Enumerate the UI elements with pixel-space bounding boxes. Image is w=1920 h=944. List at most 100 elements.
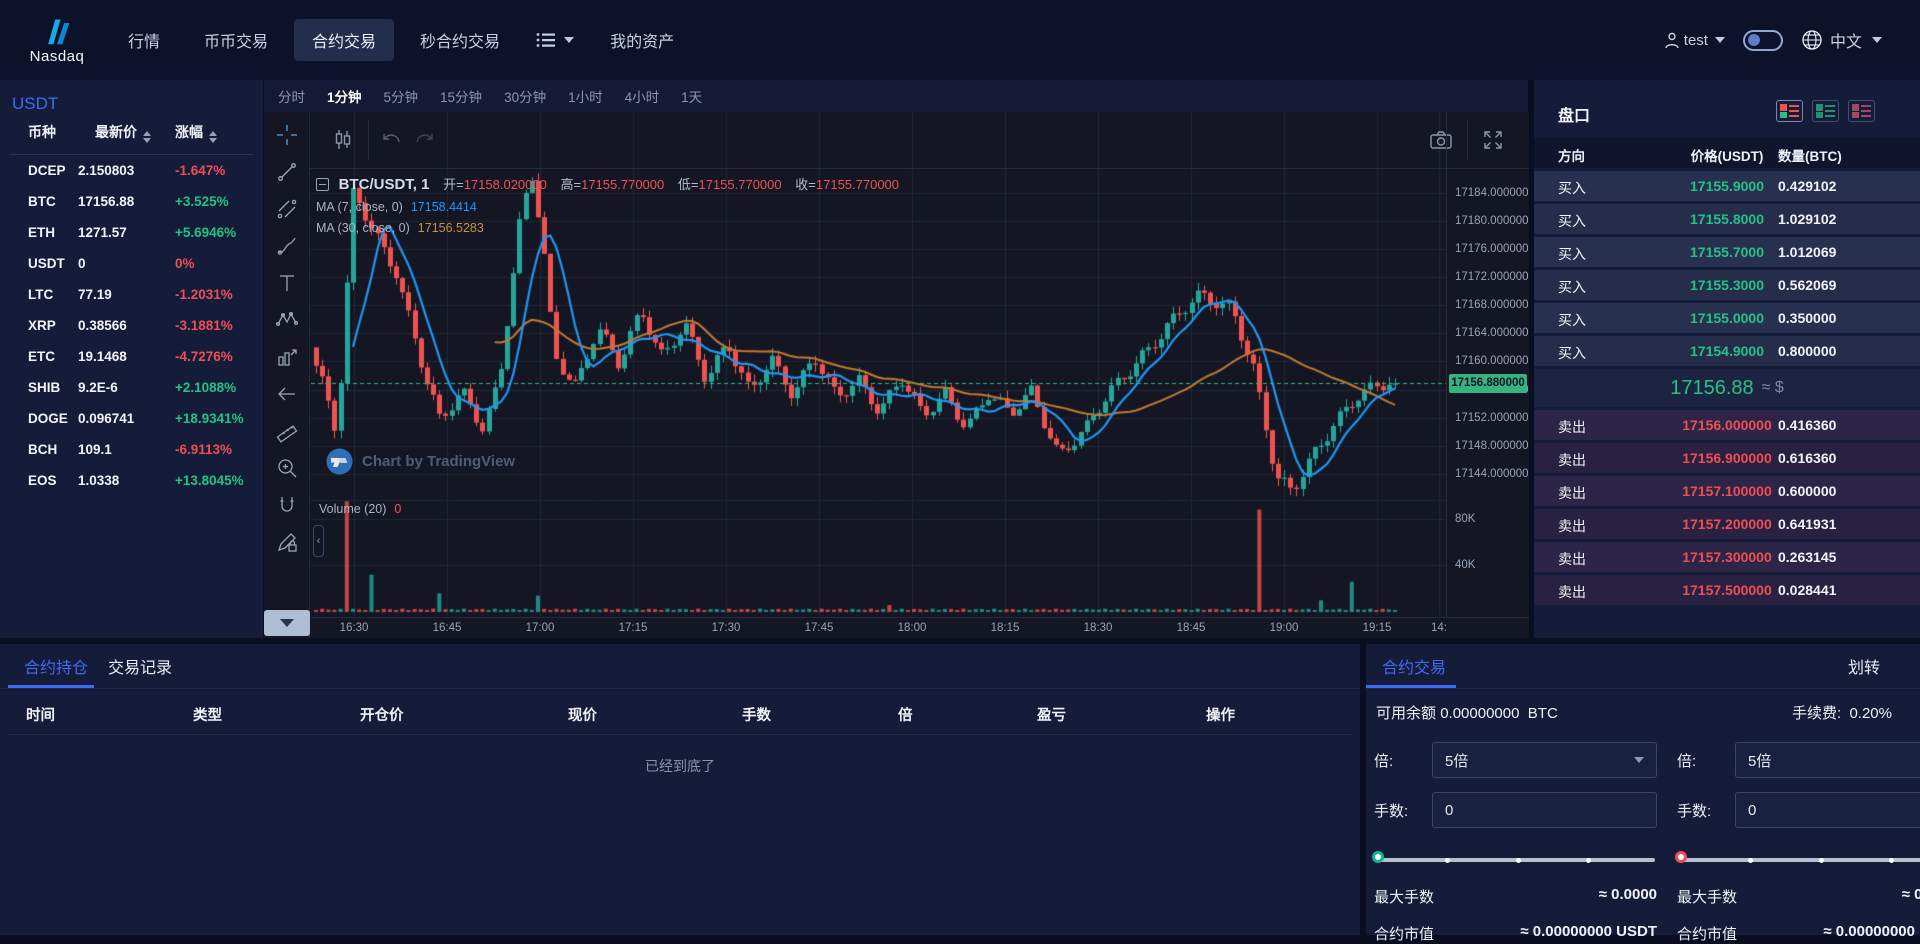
tab-contract-positions[interactable]: 合约持仓 <box>24 660 89 677</box>
side-label: 卖出 <box>1558 419 1586 435</box>
market-row-bch[interactable]: BCH 109.1 -6.9113% <box>0 434 263 465</box>
chart-canvas[interactable] <box>311 112 1446 618</box>
order-book-buy-row[interactable]: 买入 17155.7000 1.012069 <box>1534 237 1920 267</box>
forecast-tool-button[interactable] <box>270 342 304 371</box>
pattern-tool-button[interactable] <box>270 305 304 334</box>
market-row-eos[interactable]: EOS 1.0338 +13.8045% <box>0 465 263 496</box>
crosshair-tool-button[interactable] <box>270 120 304 149</box>
order-book-buy-row[interactable]: 买入 17155.8000 1.029102 <box>1534 204 1920 234</box>
back-arrow-button[interactable] <box>270 379 304 408</box>
view-buys-icon[interactable] <box>1812 100 1839 122</box>
time-axis-label: 18:15 <box>990 622 1020 634</box>
brush-tool-button[interactable] <box>270 231 304 260</box>
measure-tool-button[interactable] <box>270 416 304 445</box>
timeframe-bar: 分时 1分钟 5分钟 15分钟 30分钟 1小时 4小时 1天 <box>264 80 1528 112</box>
undo-button[interactable] <box>376 122 406 158</box>
timeframe-15分钟[interactable]: 15分钟 <box>440 90 483 105</box>
candle-style-button[interactable] <box>322 122 364 158</box>
chevron-down-icon <box>1634 757 1644 763</box>
fullscreen-button[interactable] <box>1474 122 1512 158</box>
gann-fib-tool-button[interactable] <box>270 194 304 223</box>
price-value: 17155.7000 <box>1690 244 1764 260</box>
timeframe-30分钟[interactable]: 30分钟 <box>504 90 547 105</box>
order-book-sell-row[interactable]: 卖出 17157.300000 0.263145 <box>1534 542 1920 572</box>
market-row-eth[interactable]: ETH 1271.57 +5.6946% <box>0 217 263 248</box>
timeframe-分时[interactable]: 分时 <box>278 90 305 105</box>
user-menu[interactable]: test <box>1664 32 1725 49</box>
zoom-in-tool-button[interactable] <box>270 453 304 482</box>
order-book-sell-row[interactable]: 卖出 17157.200000 0.641931 <box>1534 509 1920 539</box>
market-row-doge[interactable]: DOGE 0.096741 +18.9341% <box>0 403 263 434</box>
nav-item-spot[interactable]: 币币交易 <box>204 34 269 51</box>
order-book-buy-row[interactable]: 买入 17155.0000 0.350000 <box>1534 303 1920 333</box>
order-book-buy-row[interactable]: 买入 17155.3000 0.562069 <box>1534 270 1920 300</box>
theme-toggle[interactable] <box>1742 29 1783 51</box>
qty-value: 0.263145 <box>1778 549 1837 565</box>
coin-change: +18.9341% <box>175 411 244 426</box>
nav-item-second-contract[interactable]: 秒合约交易 <box>420 34 501 51</box>
market-row-dcep[interactable]: DCEP 2.150803 -1.647% <box>0 155 263 186</box>
market-row-etc[interactable]: ETC 19.1468 -4.7276% <box>0 341 263 372</box>
timeframe-1分钟[interactable]: 1分钟 <box>327 90 362 105</box>
header-change-sort[interactable]: 涨幅 <box>175 122 217 143</box>
order-book-buy-row[interactable]: 买入 17154.9000 0.800000 <box>1534 336 1920 366</box>
view-sells-icon[interactable] <box>1848 100 1875 122</box>
lots-slider-long[interactable] <box>1372 850 1657 870</box>
side-label: 买入 <box>1558 180 1586 196</box>
screenshot-button[interactable] <box>1422 122 1460 158</box>
chevron-down-icon <box>1872 37 1882 43</box>
magnet-tool-button[interactable] <box>270 490 304 519</box>
brand-logo[interactable]: Nasdaq <box>22 16 92 65</box>
timeframe-1小时[interactable]: 1小时 <box>568 90 603 105</box>
header-price-sort[interactable]: 最新价 <box>95 122 151 143</box>
side-label: 买入 <box>1558 345 1586 361</box>
view-both-icon[interactable] <box>1776 100 1803 122</box>
lock-drawings-button[interactable] <box>270 527 304 556</box>
slider-knob-long[interactable] <box>1372 851 1384 863</box>
series-icon <box>316 178 329 191</box>
hide-toolbar-button[interactable] <box>264 610 310 636</box>
close-value: 17155.770000 <box>815 177 900 192</box>
text-tool-button[interactable] <box>270 268 304 297</box>
toolbar-collapse-handle[interactable]: ‹ <box>313 525 324 557</box>
market-row-btc[interactable]: BTC 17156.88 +3.525% <box>0 186 263 217</box>
tab-trade-records[interactable]: 交易记录 <box>108 660 173 677</box>
order-book-buy-row[interactable]: 买入 17155.9000 0.429102 <box>1534 171 1920 201</box>
lots-input-short[interactable] <box>1735 792 1920 828</box>
market-row-ltc[interactable]: LTC 77.19 -1.2031% <box>0 279 263 310</box>
language-menu[interactable]: 中文 <box>1801 28 1882 52</box>
order-book-sell-row[interactable]: 卖出 17156.000000 0.416360 <box>1534 410 1920 440</box>
market-tab-usdt[interactable]: USDT <box>12 94 59 113</box>
empty-state-text: 已经到底了 <box>645 758 715 774</box>
order-book-sell-row[interactable]: 卖出 17157.500000 0.028441 <box>1534 575 1920 605</box>
lots-slider-short[interactable] <box>1675 850 1920 870</box>
order-book-mid-price: 17156.88 ≈ $ <box>1534 369 1920 407</box>
nav-item-market[interactable]: 行情 <box>128 34 161 51</box>
sort-icon <box>143 131 151 143</box>
chevron-down-icon <box>1714 37 1725 43</box>
coin-change: -1.647% <box>175 163 226 178</box>
timeframe-5分钟[interactable]: 5分钟 <box>383 90 419 105</box>
leverage-select-long[interactable]: 5倍 <box>1432 742 1657 778</box>
timeframe-4小时[interactable]: 4小时 <box>624 90 660 105</box>
order-book-sell-row[interactable]: 卖出 17157.100000 0.600000 <box>1534 476 1920 506</box>
nav-menu-dropdown[interactable] <box>526 26 584 54</box>
leverage-select-short[interactable]: 5倍 <box>1735 742 1920 778</box>
market-row-shib[interactable]: SHIB 9.2E-6 +2.1088% <box>0 372 263 403</box>
redo-button[interactable] <box>410 122 440 158</box>
timeframe-1天[interactable]: 1天 <box>681 90 703 105</box>
toggle-knob <box>1747 34 1760 46</box>
lots-input-long[interactable] <box>1432 792 1657 828</box>
market-row-xrp[interactable]: XRP 0.38566 -3.1881% <box>0 310 263 341</box>
nasdaq-logo-icon <box>48 19 70 44</box>
order-book-view-icons <box>1776 100 1875 122</box>
time-axis-label: 17:00 <box>525 622 555 634</box>
transfer-link[interactable]: 划转 <box>1847 660 1880 677</box>
nav-item-contract[interactable]: 合约交易 <box>294 19 395 61</box>
market-row-usdt[interactable]: USDT 0 0% <box>0 248 263 279</box>
tab-contract-trade[interactable]: 合约交易 <box>1382 660 1447 677</box>
nav-item-assets[interactable]: 我的资产 <box>610 34 675 51</box>
slider-knob-short[interactable] <box>1675 851 1687 863</box>
trendline-tool-button[interactable] <box>270 157 304 186</box>
order-book-sell-row[interactable]: 卖出 17156.900000 0.616360 <box>1534 443 1920 473</box>
